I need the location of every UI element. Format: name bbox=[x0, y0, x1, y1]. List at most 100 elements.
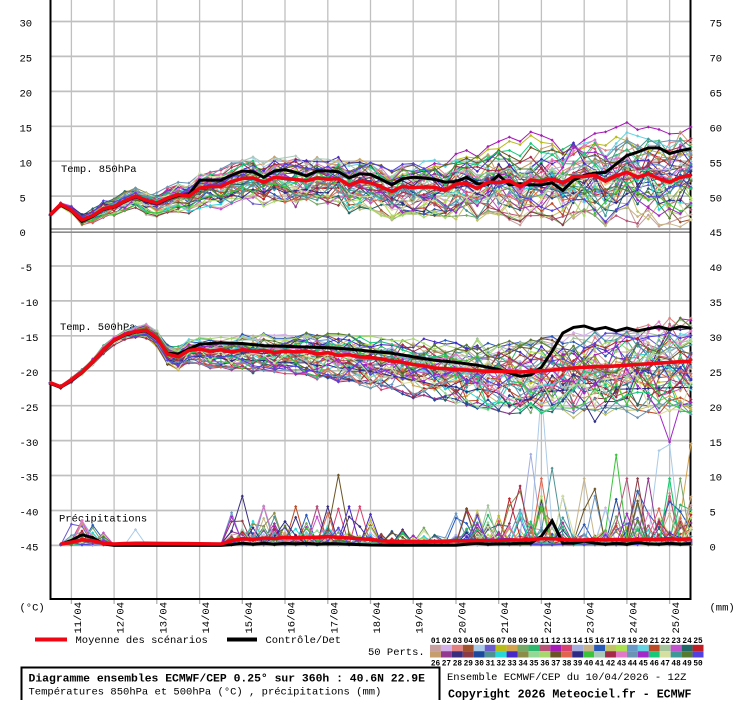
svg-text:55: 55 bbox=[710, 158, 723, 170]
svg-text:17: 17 bbox=[606, 638, 616, 646]
svg-text:10: 10 bbox=[710, 473, 723, 485]
svg-text:47: 47 bbox=[661, 661, 671, 669]
svg-text:60: 60 bbox=[710, 124, 723, 136]
svg-text:43: 43 bbox=[617, 661, 627, 669]
svg-text:20: 20 bbox=[20, 89, 33, 101]
svg-text:15: 15 bbox=[710, 438, 723, 450]
svg-text:22/04: 22/04 bbox=[543, 602, 555, 634]
svg-text:5: 5 bbox=[710, 508, 716, 520]
svg-text:24: 24 bbox=[682, 638, 692, 646]
svg-text:21/04: 21/04 bbox=[500, 602, 512, 634]
svg-text:39: 39 bbox=[573, 661, 583, 669]
svg-text:33: 33 bbox=[507, 661, 517, 669]
svg-text:25/04: 25/04 bbox=[671, 602, 683, 634]
svg-text:-20: -20 bbox=[20, 368, 39, 380]
svg-text:29: 29 bbox=[464, 661, 474, 669]
svg-text:20/04: 20/04 bbox=[458, 602, 470, 634]
svg-text:(°C): (°C) bbox=[20, 603, 45, 615]
svg-text:11/04: 11/04 bbox=[73, 602, 85, 634]
svg-text:-30: -30 bbox=[20, 438, 39, 450]
svg-text:23/04: 23/04 bbox=[586, 602, 598, 634]
svg-text:12: 12 bbox=[551, 638, 561, 646]
svg-text:15/04: 15/04 bbox=[244, 602, 256, 634]
svg-text:(mm): (mm) bbox=[710, 603, 735, 615]
svg-text:15: 15 bbox=[20, 124, 33, 136]
svg-text:10: 10 bbox=[529, 638, 539, 646]
svg-text:18: 18 bbox=[617, 638, 627, 646]
svg-text:05: 05 bbox=[475, 638, 485, 646]
svg-text:Copyright 2026 Meteociel.fr -: Copyright 2026 Meteociel.fr - ECMWF bbox=[448, 689, 692, 701]
svg-text:27: 27 bbox=[442, 661, 452, 669]
svg-text:13: 13 bbox=[562, 638, 572, 646]
svg-text:38: 38 bbox=[562, 661, 572, 669]
svg-text:01: 01 bbox=[431, 638, 441, 646]
svg-text:02: 02 bbox=[442, 638, 452, 646]
svg-text:06: 06 bbox=[486, 638, 496, 646]
svg-text:09: 09 bbox=[518, 638, 528, 646]
svg-text:15: 15 bbox=[584, 638, 594, 646]
svg-text:Ensemble ECMWF/CEP du 10/04/20: Ensemble ECMWF/CEP du 10/04/2026 - 12Z bbox=[447, 672, 686, 684]
svg-text:49: 49 bbox=[682, 661, 692, 669]
svg-text:34: 34 bbox=[518, 661, 528, 669]
svg-text:21: 21 bbox=[650, 638, 660, 646]
svg-text:13/04: 13/04 bbox=[158, 602, 170, 634]
svg-text:25: 25 bbox=[20, 54, 33, 66]
svg-text:03: 03 bbox=[453, 638, 463, 646]
svg-text:45: 45 bbox=[639, 661, 649, 669]
svg-text:45: 45 bbox=[710, 228, 723, 240]
svg-text:-40: -40 bbox=[20, 508, 39, 520]
svg-text:32: 32 bbox=[496, 661, 506, 669]
svg-text:70: 70 bbox=[710, 54, 723, 66]
svg-text:14/04: 14/04 bbox=[201, 602, 213, 634]
svg-text:08: 08 bbox=[507, 638, 517, 646]
svg-text:36: 36 bbox=[540, 661, 550, 669]
svg-text:50: 50 bbox=[710, 193, 723, 205]
svg-text:-15: -15 bbox=[20, 333, 39, 345]
svg-text:40: 40 bbox=[710, 263, 723, 275]
svg-text:16/04: 16/04 bbox=[287, 602, 299, 634]
svg-text:31: 31 bbox=[486, 661, 496, 669]
svg-text:75: 75 bbox=[710, 19, 723, 31]
svg-text:Contrôle/Det: Contrôle/Det bbox=[266, 635, 342, 647]
svg-text:-45: -45 bbox=[20, 543, 39, 555]
svg-text:20: 20 bbox=[710, 403, 723, 415]
svg-text:14: 14 bbox=[573, 638, 583, 646]
svg-text:44: 44 bbox=[628, 661, 638, 669]
svg-text:42: 42 bbox=[606, 661, 616, 669]
svg-text:65: 65 bbox=[710, 89, 723, 101]
svg-text:Précipitations: Précipitations bbox=[59, 514, 147, 526]
svg-text:-10: -10 bbox=[20, 298, 39, 310]
svg-text:5: 5 bbox=[20, 193, 26, 205]
svg-text:Températures 850hPa et 500hPa: Températures 850hPa et 500hPa (°C) , pré… bbox=[29, 687, 382, 699]
svg-text:17/04: 17/04 bbox=[329, 602, 341, 634]
svg-text:-5: -5 bbox=[20, 263, 33, 275]
svg-text:50: 50 bbox=[693, 661, 703, 669]
svg-text:0: 0 bbox=[710, 543, 716, 555]
svg-text:35: 35 bbox=[710, 298, 723, 310]
svg-text:16: 16 bbox=[595, 638, 605, 646]
svg-text:22: 22 bbox=[661, 638, 671, 646]
svg-text:-25: -25 bbox=[20, 403, 39, 415]
svg-text:18/04: 18/04 bbox=[372, 602, 384, 634]
svg-text:25: 25 bbox=[693, 638, 703, 646]
svg-text:40: 40 bbox=[584, 661, 594, 669]
svg-text:48: 48 bbox=[671, 661, 681, 669]
svg-text:35: 35 bbox=[529, 661, 539, 669]
svg-text:24/04: 24/04 bbox=[628, 602, 640, 634]
svg-text:30: 30 bbox=[475, 661, 485, 669]
svg-text:26: 26 bbox=[431, 661, 441, 669]
svg-text:25: 25 bbox=[710, 368, 723, 380]
svg-text:11: 11 bbox=[540, 638, 550, 646]
svg-text:Temp. 850hPa: Temp. 850hPa bbox=[61, 164, 137, 176]
svg-text:12/04: 12/04 bbox=[116, 602, 128, 634]
svg-text:04: 04 bbox=[464, 638, 474, 646]
svg-text:50 Perts.: 50 Perts. bbox=[368, 647, 425, 659]
svg-text:Diagramme ensembles ECMWF/CEP: Diagramme ensembles ECMWF/CEP 0.25° sur … bbox=[29, 674, 426, 686]
svg-text:30: 30 bbox=[20, 19, 33, 31]
svg-text:19/04: 19/04 bbox=[415, 602, 427, 634]
svg-text:19: 19 bbox=[628, 638, 638, 646]
svg-text:37: 37 bbox=[551, 661, 561, 669]
svg-text:-35: -35 bbox=[20, 473, 39, 485]
svg-text:10: 10 bbox=[20, 158, 33, 170]
svg-text:28: 28 bbox=[453, 661, 463, 669]
